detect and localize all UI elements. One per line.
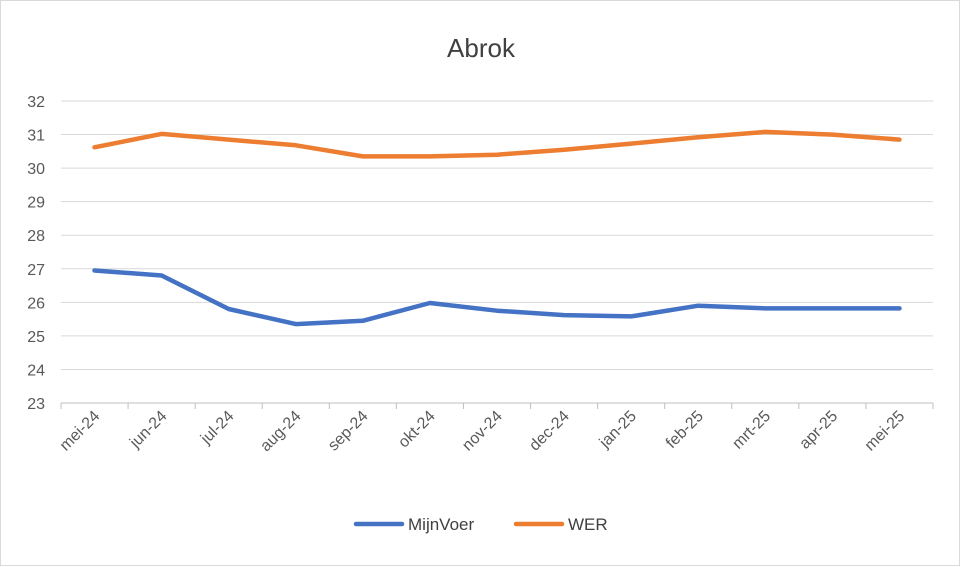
y-tick-label: 25 [27, 329, 45, 346]
series-line-wer [95, 132, 900, 157]
y-tick-label: 23 [27, 396, 45, 413]
x-tick-label: jun-24 [126, 408, 170, 452]
x-tick-label: mei-24 [57, 408, 104, 455]
legend: MijnVoer WER [356, 515, 608, 534]
x-tick-label: okt-24 [395, 408, 439, 452]
x-tick-label: jul-24 [197, 408, 237, 448]
legend-label-wer: WER [568, 515, 608, 534]
y-tick-label: 26 [27, 295, 45, 312]
y-tick-label: 29 [27, 195, 45, 212]
chart-title: Abrok [447, 33, 516, 63]
y-tick-label: 30 [27, 161, 45, 178]
x-tick-label: aug-24 [257, 408, 304, 455]
series-line-mijnvoer [95, 271, 900, 325]
y-tick-label: 24 [27, 362, 45, 379]
y-tick-label: 32 [27, 94, 45, 111]
y-tick-label: 27 [27, 262, 45, 279]
x-tick-label: jan-25 [596, 408, 640, 452]
x-tick-label: feb-25 [663, 408, 707, 452]
y-tick-label: 31 [27, 128, 45, 145]
x-tick-label: sep-24 [325, 408, 372, 455]
y-axis-ticks: 23 24 25 26 27 28 29 30 31 32 [27, 94, 45, 413]
gridlines [61, 101, 933, 409]
y-tick-label: 28 [27, 228, 45, 245]
x-tick-label: mei-25 [862, 408, 909, 455]
x-tick-label: nov-24 [459, 408, 506, 455]
x-tick-label: apr-25 [796, 408, 841, 453]
x-tick-label: mrt-25 [729, 408, 774, 453]
x-axis-ticks: mei-24 jun-24 jul-24 aug-24 sep-24 okt-24 nov-… [57, 408, 909, 455]
series-lines [94, 132, 899, 324]
x-tick-label: dec-24 [526, 408, 573, 455]
legend-label-mijnvoer: MijnVoer [408, 515, 474, 534]
